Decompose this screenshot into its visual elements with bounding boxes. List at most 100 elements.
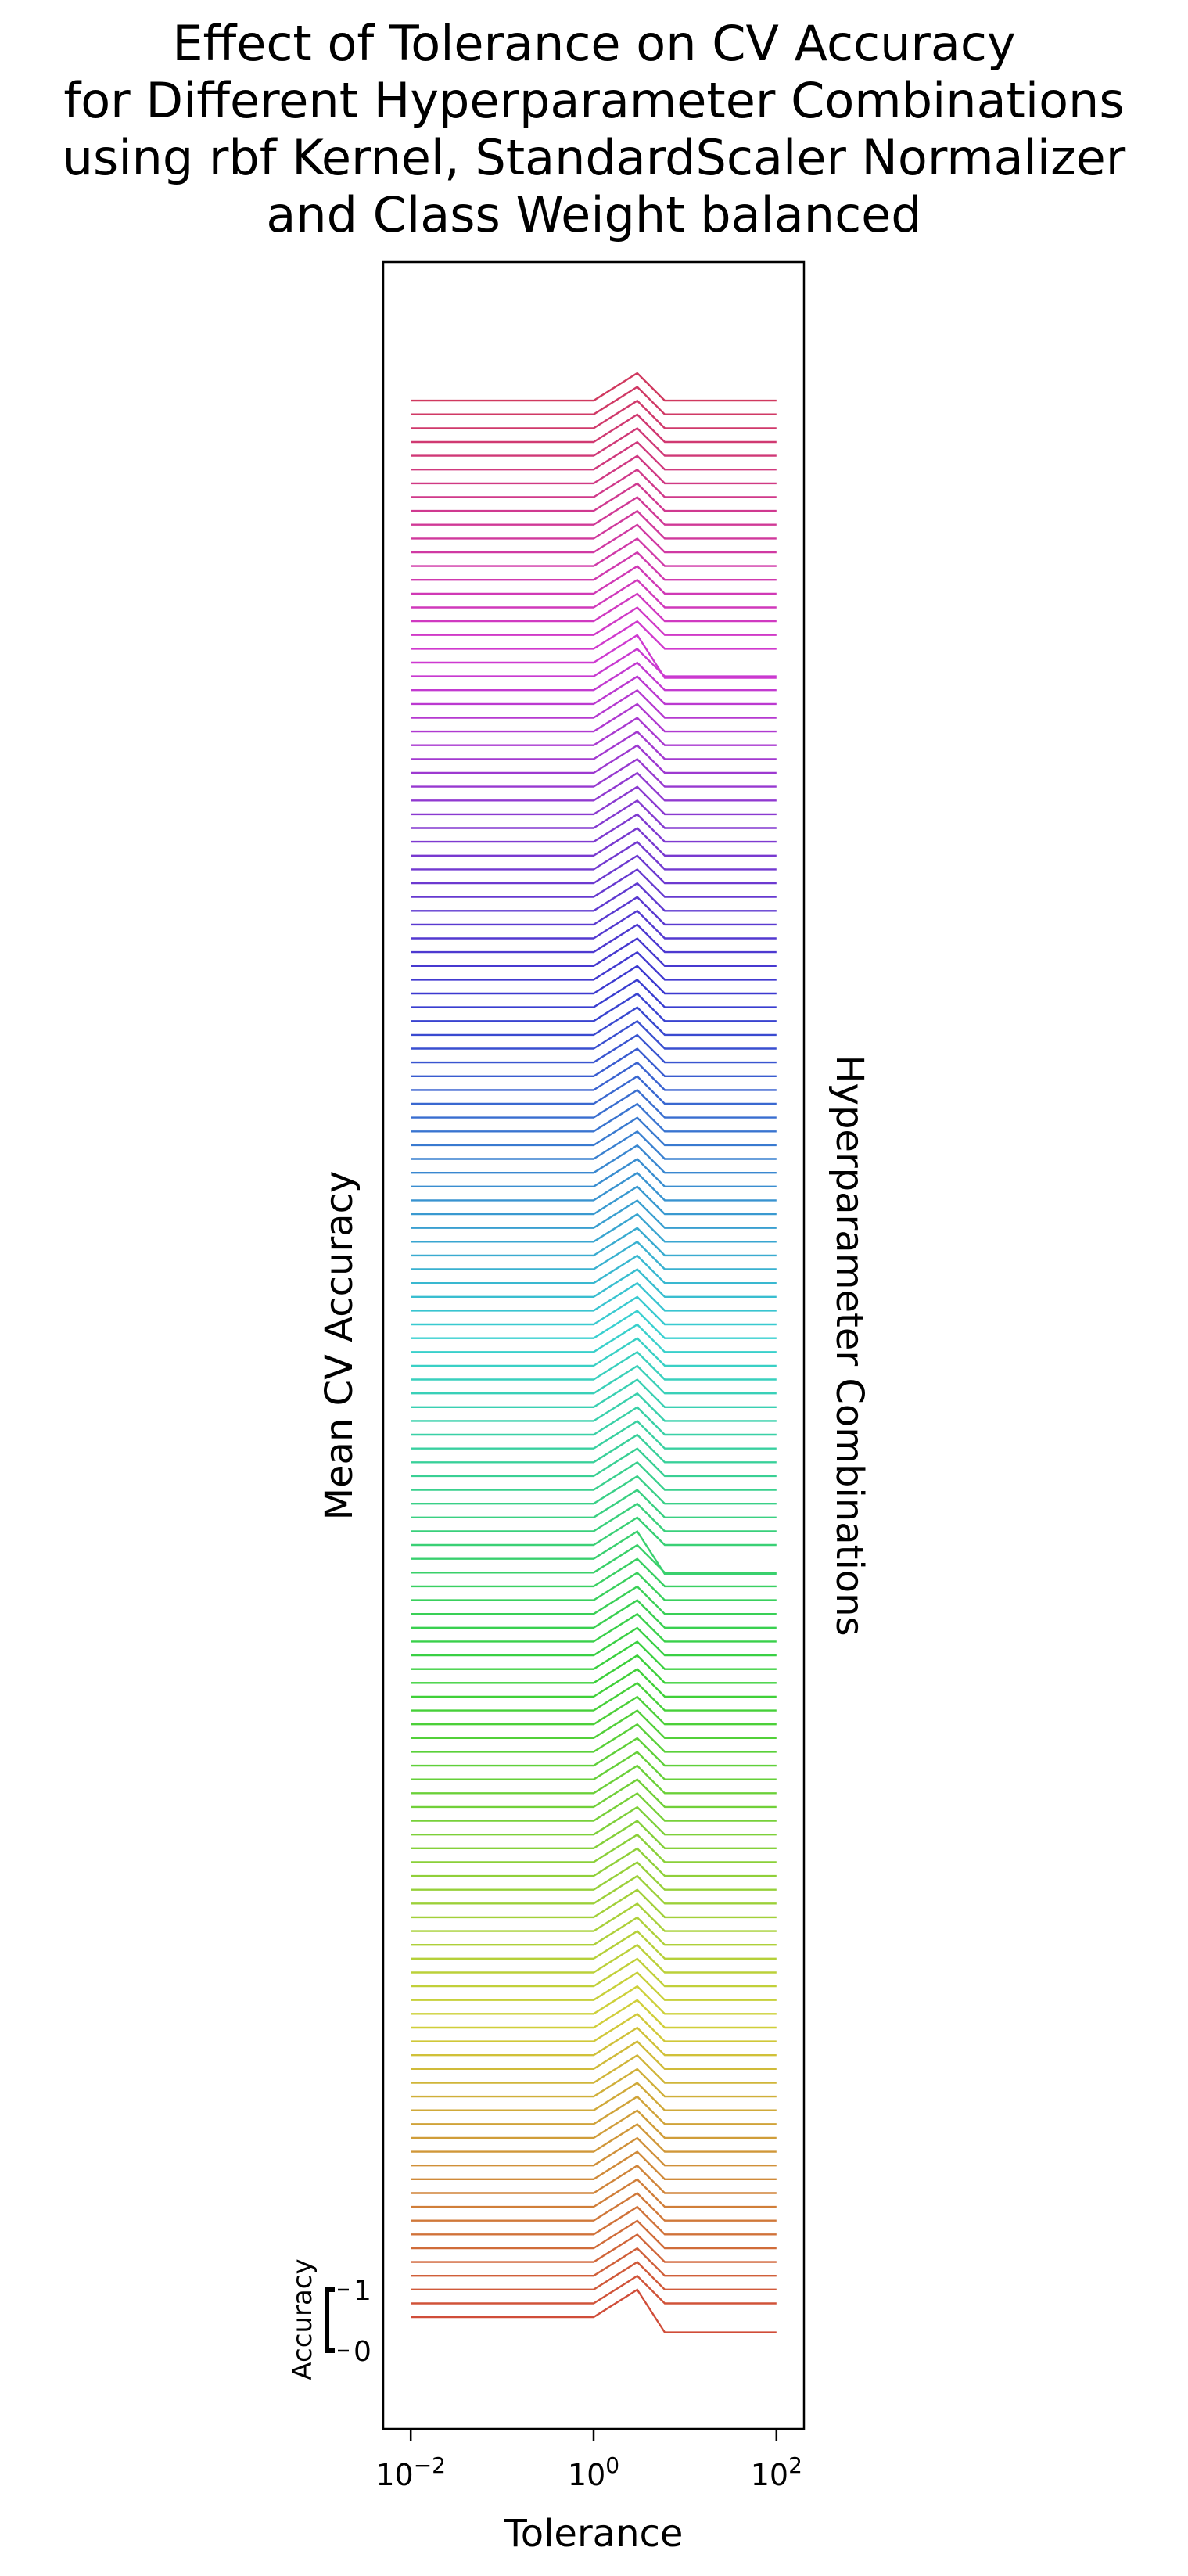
series-line-17 bbox=[411, 2068, 777, 2098]
series-line-117 bbox=[411, 688, 777, 719]
series-line-6 bbox=[411, 2219, 777, 2250]
series-line-49 bbox=[411, 1626, 777, 1657]
scale-tick-0-label: 0 bbox=[354, 2336, 371, 2368]
series-line-86 bbox=[411, 1116, 777, 1147]
series-line-134 bbox=[411, 454, 777, 485]
series-line-138 bbox=[411, 399, 777, 429]
series-line-94 bbox=[411, 1006, 777, 1037]
chart-title-line-4: and Class Weight balanced bbox=[266, 186, 922, 243]
series-line-100 bbox=[411, 923, 777, 954]
series-line-65 bbox=[411, 1406, 777, 1436]
accuracy-scale-bar: 0 1 Accuracy bbox=[287, 2258, 371, 2380]
series-line-47 bbox=[411, 1654, 777, 1684]
series-line-39 bbox=[411, 1764, 777, 1795]
series-line-112 bbox=[411, 757, 777, 788]
series-line-108 bbox=[411, 813, 777, 843]
series-line-83 bbox=[411, 1158, 777, 1187]
series-line-95 bbox=[411, 992, 777, 1022]
series-line-80 bbox=[411, 1199, 777, 1229]
series-line-124 bbox=[411, 592, 777, 623]
series-line-40 bbox=[411, 1751, 777, 1780]
series-line-106 bbox=[411, 840, 777, 871]
series-line-130 bbox=[411, 509, 777, 540]
series-line-79 bbox=[411, 1213, 777, 1243]
series-line-58 bbox=[411, 1502, 777, 1532]
series-line-91 bbox=[411, 1047, 777, 1077]
series-line-61 bbox=[411, 1460, 777, 1491]
series-line-64 bbox=[411, 1420, 777, 1450]
series-line-70 bbox=[411, 1337, 777, 1367]
series-line-78 bbox=[411, 1227, 777, 1257]
scale-tick-1-label: 1 bbox=[354, 2275, 371, 2307]
series-line-20 bbox=[411, 2026, 777, 2057]
x-axis: 10−2 100 102 bbox=[375, 2429, 802, 2492]
series-line-110 bbox=[411, 785, 777, 816]
series-line-103 bbox=[411, 882, 777, 912]
series-line-8 bbox=[411, 2192, 777, 2222]
series-line-2 bbox=[411, 2274, 777, 2305]
series-line-96 bbox=[411, 978, 777, 1008]
series-line-37 bbox=[411, 1791, 777, 1822]
series-line-21 bbox=[411, 2012, 777, 2042]
series-line-10 bbox=[411, 2164, 777, 2194]
series-line-122 bbox=[411, 620, 777, 650]
series-line-13 bbox=[411, 2122, 777, 2153]
series-line-22 bbox=[411, 1999, 777, 2029]
series-line-90 bbox=[411, 1061, 777, 1091]
series-line-135 bbox=[411, 440, 777, 471]
series-line-132 bbox=[411, 482, 777, 512]
series-line-82 bbox=[411, 1171, 777, 1202]
series-line-136 bbox=[411, 426, 777, 457]
series-line-97 bbox=[411, 965, 777, 995]
series-line-45 bbox=[411, 1681, 777, 1712]
series-line-126 bbox=[411, 565, 777, 595]
series-line-68 bbox=[411, 1364, 777, 1395]
series-line-43 bbox=[411, 1709, 777, 1739]
series-line-116 bbox=[411, 702, 777, 733]
series-line-36 bbox=[411, 1805, 777, 1836]
series-line-50 bbox=[411, 1612, 777, 1643]
series-line-1 bbox=[411, 2288, 777, 2333]
series-line-26 bbox=[411, 1943, 777, 1974]
series-line-19 bbox=[411, 2040, 777, 2070]
series-line-102 bbox=[411, 896, 777, 926]
series-line-23 bbox=[411, 1985, 777, 2015]
series-line-34 bbox=[411, 1833, 777, 1863]
series-line-123 bbox=[411, 606, 777, 636]
plot-frame bbox=[382, 260, 806, 2430]
series-line-31 bbox=[411, 1874, 777, 1905]
series-line-60 bbox=[411, 1475, 777, 1505]
series-line-12 bbox=[411, 2136, 777, 2167]
series-line-51 bbox=[411, 1599, 777, 1629]
series-line-5 bbox=[411, 2233, 777, 2263]
series-line-14 bbox=[411, 2109, 777, 2139]
y-axis-label: Mean CV Accuracy bbox=[318, 1171, 361, 1521]
series-line-48 bbox=[411, 1640, 777, 1670]
series-line-111 bbox=[411, 771, 777, 802]
series-line-3 bbox=[411, 2261, 777, 2290]
series-line-59 bbox=[411, 1489, 777, 1518]
series-line-63 bbox=[411, 1433, 777, 1464]
series-line-54 bbox=[411, 1557, 777, 1588]
series-line-92 bbox=[411, 1033, 777, 1064]
series-line-74 bbox=[411, 1281, 777, 1312]
series-line-93 bbox=[411, 1019, 777, 1050]
series-line-139 bbox=[411, 386, 777, 415]
series-line-101 bbox=[411, 909, 777, 940]
series-line-56 bbox=[411, 1529, 777, 1575]
series-line-84 bbox=[411, 1144, 777, 1174]
series-line-129 bbox=[411, 523, 777, 554]
series-line-29 bbox=[411, 1902, 777, 1932]
series-line-55 bbox=[411, 1543, 777, 1574]
series-line-89 bbox=[411, 1075, 777, 1105]
series-line-42 bbox=[411, 1723, 777, 1753]
series-line-75 bbox=[411, 1268, 777, 1298]
series-line-77 bbox=[411, 1240, 777, 1270]
series-line-73 bbox=[411, 1295, 777, 1326]
series-line-53 bbox=[411, 1571, 777, 1601]
series-line-16 bbox=[411, 2082, 777, 2111]
series-line-127 bbox=[411, 551, 777, 581]
series-layer bbox=[411, 372, 777, 2333]
